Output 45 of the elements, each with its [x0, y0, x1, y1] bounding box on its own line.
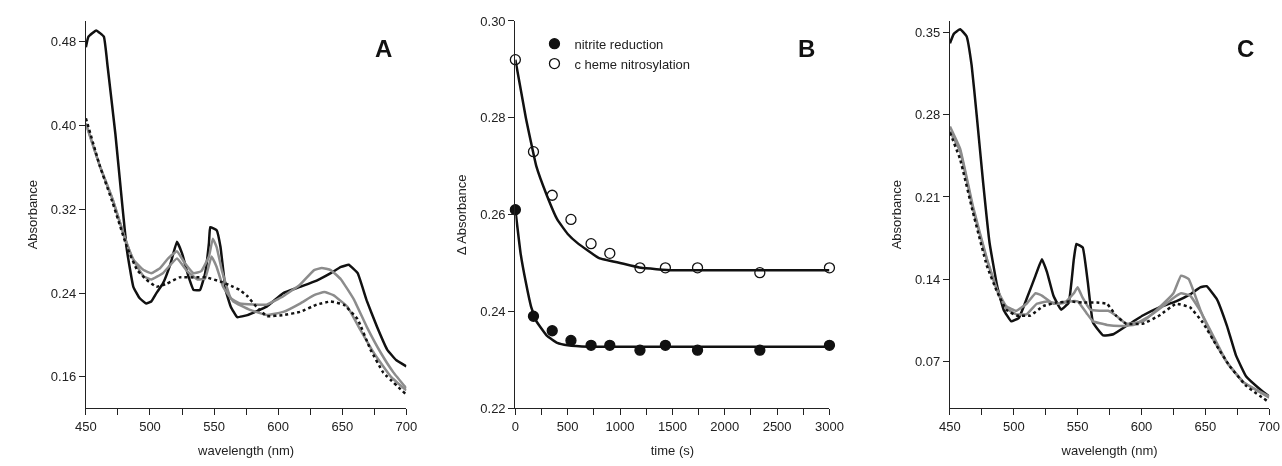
x-tick-label: 1000 — [605, 418, 635, 434]
legend-label: nitrite reduction — [574, 36, 664, 52]
x-tick-label: 450 — [75, 418, 97, 434]
y-tick-label: 0.22 — [480, 400, 506, 416]
x-tick-label: 1500 — [657, 418, 687, 434]
x-axis-title: wavelength (nm) — [1060, 442, 1158, 458]
x-tick-label: 600 — [1130, 418, 1153, 434]
y-tick-label: 0.35 — [914, 25, 941, 41]
x-tick-label: 650 — [1194, 418, 1217, 434]
x-tick-label: 500 — [1002, 418, 1025, 434]
y-tick-label: 0.28 — [480, 110, 506, 126]
x-tick-label: 2000 — [710, 418, 740, 434]
y-axis-title: Absorbance — [24, 179, 40, 250]
text: A — [375, 35, 393, 62]
y-tick-label: 0.32 — [50, 201, 77, 217]
y-tick-label: 0.21 — [914, 189, 941, 205]
y-tick-label: 0.30 — [480, 13, 506, 29]
x-tick-label: 700 — [395, 418, 418, 434]
y-tick-label: 0.28 — [914, 107, 941, 123]
y-tick-label: 0.40 — [50, 118, 77, 134]
x-tick-label: 600 — [267, 418, 290, 434]
x-tick-label: 450 — [939, 418, 961, 434]
y-tick-label: 0.16 — [50, 369, 77, 385]
x-tick-label: 3000 — [814, 418, 844, 434]
x-axis-title: wavelength (nm) — [197, 442, 295, 458]
y-tick-label: 0.26 — [480, 207, 506, 223]
y-axis-title: Absorbance — [888, 179, 904, 250]
x-axis-title: time (s) — [650, 442, 695, 458]
text: B — [798, 35, 816, 62]
text: C — [1237, 35, 1255, 62]
x-tick-label: 500 — [139, 418, 161, 434]
x-tick-label: 700 — [1258, 418, 1281, 434]
y-tick-label: 0.07 — [914, 353, 941, 369]
x-tick-label: 500 — [556, 418, 579, 434]
x-tick-label: 2500 — [762, 418, 792, 434]
legend-label: c heme nitrosylation — [574, 56, 691, 72]
y-tick-label: 0.14 — [914, 271, 941, 287]
y-tick-label: 0.48 — [50, 34, 77, 50]
x-tick-label: 650 — [331, 418, 354, 434]
x-tick-label: 0 — [511, 418, 519, 434]
y-tick-label: 0.24 — [50, 285, 77, 301]
x-tick-label: 550 — [1066, 418, 1089, 434]
y-axis-title: ∆ Absorbance — [454, 174, 470, 255]
y-tick-label: 0.24 — [480, 303, 506, 319]
x-tick-label: 550 — [203, 418, 225, 434]
